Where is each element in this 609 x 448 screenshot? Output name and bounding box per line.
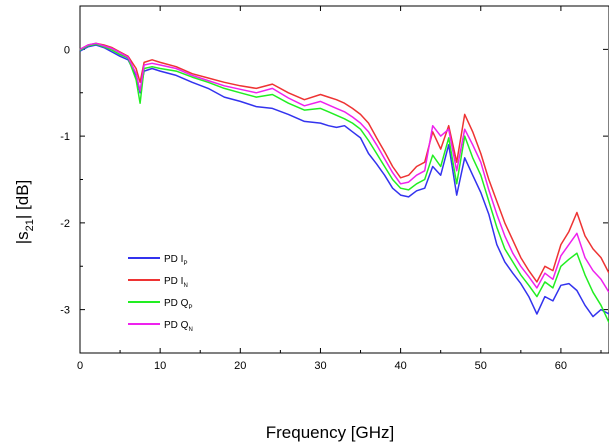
axis-tick-labels: 0 10 20 30 40 50 60 0 -1 -2 -3	[60, 44, 567, 372]
legend: PD IP PD IN PD QP PD QN	[128, 254, 193, 333]
x-tick-label: 10	[154, 360, 166, 372]
series-line-3	[79, 42, 609, 293]
y-tick-label: -1	[60, 131, 70, 143]
y-tick-label: -3	[60, 305, 70, 317]
legend-label-0: PD IP	[164, 254, 187, 267]
y-axis-title-tail: | [dB]	[13, 180, 32, 219]
y-tick-label: -2	[60, 218, 70, 230]
x-tick-label: 20	[234, 360, 246, 372]
axis-ticks	[79, 5, 608, 354]
legend-label-2: PD QP	[164, 298, 192, 311]
x-tick-label: 30	[314, 360, 326, 372]
y-axis-title-main: |s	[13, 231, 32, 244]
legend-label-1: PD IN	[164, 276, 188, 289]
plot-frame	[79, 5, 609, 354]
series-line-2	[79, 43, 609, 323]
x-tick-label: 0	[77, 360, 83, 372]
y-axis-title-sub: 21	[24, 219, 36, 231]
x-axis-title: Frequency [GHz]	[266, 423, 395, 442]
x-tick-label: 40	[394, 360, 406, 372]
series-line-1	[79, 42, 609, 283]
y-tick-label: 0	[64, 44, 70, 56]
x-tick-label: 50	[475, 360, 487, 372]
plot-area-border	[79, 5, 609, 354]
series-line-0	[79, 44, 609, 318]
y-axis-title: |s21| [dB]	[13, 180, 36, 245]
legend-label-3: PD QN	[164, 320, 193, 333]
series-group	[79, 42, 609, 323]
x-tick-label: 60	[555, 360, 567, 372]
